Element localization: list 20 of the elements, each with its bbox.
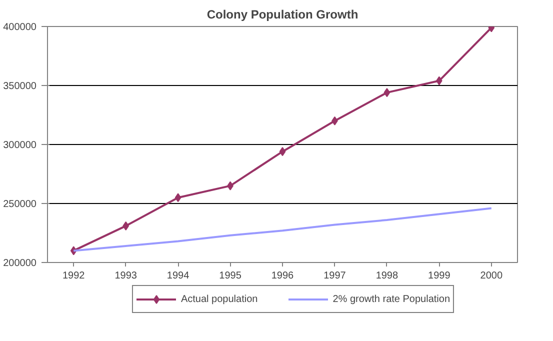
x-tick-label: 1999: [428, 270, 451, 282]
x-tick-label: 2000: [480, 270, 503, 282]
point: [384, 88, 390, 98]
x-tick-label: 1995: [219, 270, 242, 282]
point: [279, 147, 286, 156]
y-tick-label: 350000: [3, 81, 37, 92]
x-tick-label: 1993: [114, 270, 138, 282]
y-tick-label: 400000: [3, 22, 37, 33]
y-tick-label: 200000: [3, 258, 37, 269]
legend-label: 2% growth rate Population: [332, 294, 450, 304]
point: [174, 193, 182, 202]
chart-title: Colony Population Growth: [206, 8, 358, 22]
y-tick-label: 250000: [3, 199, 37, 210]
x-tick-label: 1992: [62, 270, 86, 282]
x-tick-label: 1998: [376, 270, 399, 282]
x-tick-label: 1996: [271, 270, 294, 282]
legend-label: Actual population: [180, 294, 258, 304]
x-tick-label: 1994: [166, 270, 190, 282]
x-tick-label: 1997: [324, 270, 346, 282]
y-tick-label: 300000: [3, 140, 37, 151]
